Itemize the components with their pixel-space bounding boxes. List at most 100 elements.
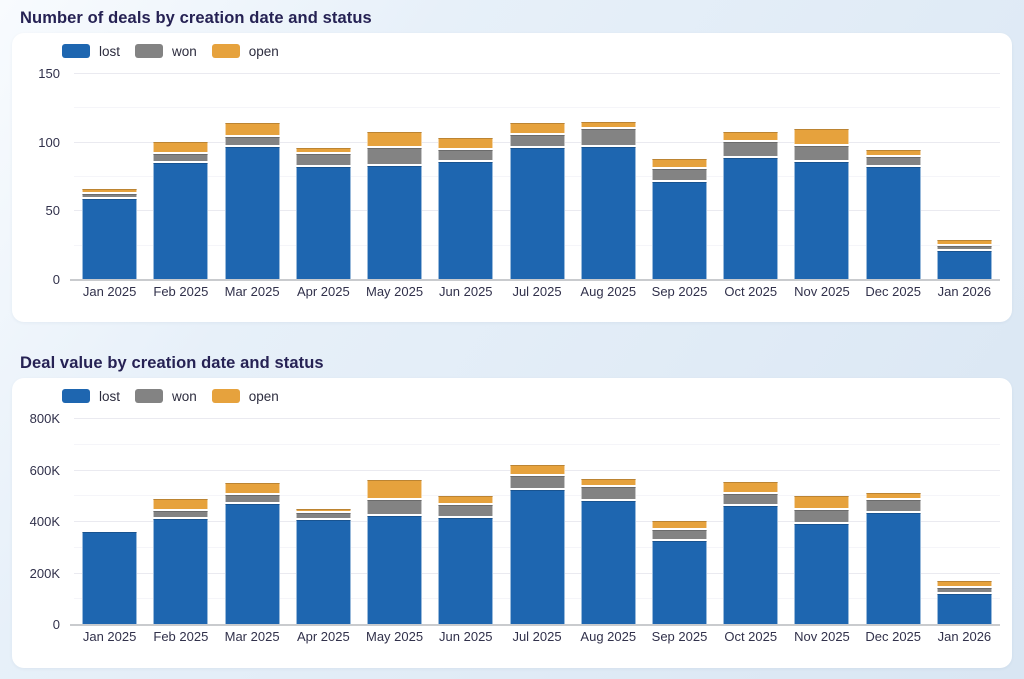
bar-dec-2025 — [865, 150, 921, 280]
bar-segment-open[interactable] — [295, 509, 351, 511]
bar-segment-lost[interactable] — [438, 162, 494, 280]
bar-segment-open[interactable] — [865, 493, 921, 498]
legend-item-open[interactable]: open — [211, 389, 279, 404]
bar-slot-jan-2025 — [74, 419, 145, 625]
bar-segment-open[interactable] — [651, 159, 707, 167]
y-axis: 0 200K 400K 600K 800K — [12, 378, 60, 668]
bar-segment-lost[interactable] — [438, 518, 494, 625]
legend-item-lost[interactable]: lost — [62, 44, 120, 59]
bar-segment-open[interactable] — [224, 483, 280, 493]
x-tick-label-nov-2025: Nov 2025 — [794, 629, 850, 644]
bar-segment-won[interactable] — [723, 142, 779, 156]
bar-segment-open[interactable] — [865, 150, 921, 155]
bar-segment-won[interactable] — [936, 588, 992, 592]
bar-segment-won[interactable] — [224, 495, 280, 502]
bar-segment-won[interactable] — [367, 500, 423, 514]
deal-value-chart-title: Deal value by creation date and status — [20, 354, 324, 372]
bar-segment-lost[interactable] — [367, 516, 423, 625]
bar-segment-lost[interactable] — [580, 501, 636, 625]
bar-segment-won[interactable] — [651, 530, 707, 539]
bar-segment-open[interactable] — [438, 138, 494, 148]
bar-segment-open[interactable] — [295, 148, 351, 152]
bar-segment-won[interactable] — [82, 194, 138, 197]
legend: lost won open — [62, 386, 294, 406]
legend-item-open[interactable]: open — [211, 44, 279, 59]
bar-segment-lost[interactable] — [865, 513, 921, 625]
bar-segment-won[interactable] — [794, 510, 850, 522]
bar-segment-won[interactable] — [580, 129, 636, 145]
bar-segment-won[interactable] — [936, 246, 992, 249]
bar-segment-lost[interactable] — [794, 162, 850, 280]
bar-segment-lost[interactable] — [509, 490, 565, 625]
bar-segment-lost[interactable] — [723, 506, 779, 625]
bar-segment-won[interactable] — [295, 154, 351, 165]
bar-slot-mar-2025 — [216, 74, 287, 280]
bar-segment-won[interactable] — [509, 476, 565, 488]
bar-segment-won[interactable] — [723, 494, 779, 504]
bar-segment-open[interactable] — [580, 122, 636, 127]
bar-segment-open[interactable] — [580, 479, 636, 485]
legend-item-won[interactable]: won — [135, 389, 197, 404]
bar-segment-won[interactable] — [438, 150, 494, 160]
bar-segment-open[interactable] — [153, 142, 209, 152]
bar-segment-lost[interactable] — [865, 167, 921, 280]
bar-segment-open[interactable] — [651, 521, 707, 528]
bar-segment-lost[interactable] — [224, 147, 280, 280]
legend-item-won[interactable]: won — [135, 44, 197, 59]
bar-segment-lost[interactable] — [153, 519, 209, 625]
legend-swatch-lost — [62, 389, 90, 403]
bar-segment-open[interactable] — [794, 496, 850, 508]
bar-segment-lost[interactable] — [295, 167, 351, 280]
bar-segment-lost[interactable] — [936, 594, 992, 625]
bar-segment-open[interactable] — [509, 465, 565, 474]
bar-segment-open[interactable] — [794, 129, 850, 144]
bar-segment-won[interactable] — [509, 135, 565, 146]
bar-segment-won[interactable] — [295, 513, 351, 518]
bar-apr-2025 — [295, 148, 351, 280]
x-axis: Jan 2025 Feb 2025 Mar 2025 Apr 2025 May 2025… — [74, 629, 1000, 644]
bar-segment-open[interactable] — [936, 581, 992, 586]
bar-segment-lost[interactable] — [723, 158, 779, 280]
bar-segment-lost[interactable] — [651, 541, 707, 625]
bar-segment-open[interactable] — [224, 123, 280, 135]
bar-segment-won[interactable] — [865, 500, 921, 511]
y-tick-label: 100 — [38, 134, 60, 150]
bar-segment-open[interactable] — [438, 496, 494, 503]
bar-segment-lost[interactable] — [295, 520, 351, 625]
bar-segment-open[interactable] — [367, 480, 423, 498]
bar-segment-lost[interactable] — [82, 532, 138, 625]
bar-segment-lost[interactable] — [82, 199, 138, 280]
bar-segment-lost[interactable] — [153, 163, 209, 280]
bar-segment-lost[interactable] — [580, 147, 636, 280]
x-tick-label-jul-2025: Jul 2025 — [512, 284, 562, 299]
bar-segment-won[interactable] — [224, 137, 280, 145]
bar-segment-open[interactable] — [936, 240, 992, 244]
bar-segment-won[interactable] — [651, 169, 707, 180]
bar-mar-2025 — [224, 483, 280, 625]
bar-segment-won[interactable] — [153, 511, 209, 517]
bar-segment-lost[interactable] — [367, 166, 423, 280]
bar-mar-2025 — [224, 123, 280, 280]
bar-segment-won[interactable] — [865, 157, 921, 165]
bar-segment-open[interactable] — [367, 132, 423, 146]
bar-segment-won[interactable] — [153, 154, 209, 161]
bar-segment-won[interactable] — [438, 505, 494, 516]
bar-segment-won[interactable] — [580, 487, 636, 499]
bar-segment-open[interactable] — [509, 123, 565, 133]
bar-segment-open[interactable] — [723, 482, 779, 492]
x-tick-label-dec-2025: Dec 2025 — [865, 284, 922, 299]
bar-segment-open[interactable] — [82, 189, 138, 192]
bar-segment-open[interactable] — [153, 499, 209, 509]
bar-segment-lost[interactable] — [651, 182, 707, 280]
bar-aug-2025 — [580, 479, 636, 625]
bar-segment-lost[interactable] — [509, 148, 565, 280]
bar-segment-lost[interactable] — [794, 524, 850, 625]
deals-count-chart-card: lost won open 0 50 100 150 Jan 2025 Feb 2025 Ma… — [12, 33, 1012, 322]
legend-item-lost[interactable]: lost — [62, 389, 120, 404]
bar-segment-open[interactable] — [723, 132, 779, 140]
bar-segment-lost[interactable] — [224, 504, 280, 625]
bar-segment-lost[interactable] — [936, 251, 992, 280]
bar-segment-won[interactable] — [794, 146, 850, 160]
bar-jun-2025 — [438, 496, 494, 625]
bar-segment-won[interactable] — [367, 148, 423, 164]
